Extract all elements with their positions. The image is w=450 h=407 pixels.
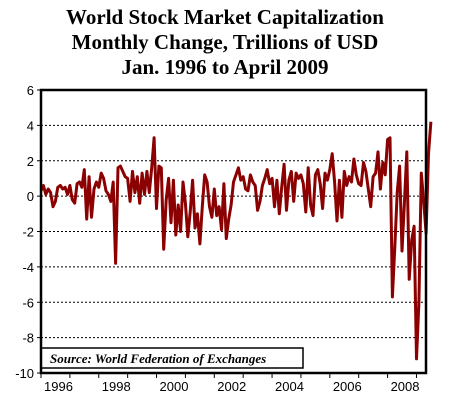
- y-tick-label: -4: [22, 260, 34, 275]
- x-tick-label: 2008: [391, 379, 420, 394]
- x-tick-label: 2002: [217, 379, 246, 394]
- y-tick-label: 0: [27, 189, 34, 204]
- y-tick-label: -8: [22, 331, 34, 346]
- x-tick-label: 1998: [102, 379, 131, 394]
- plot-frame: [39, 88, 428, 375]
- x-tick-label: 2004: [275, 379, 304, 394]
- gridlines: [41, 124, 426, 339]
- y-axis-ticks: 6 4 2 0 -2 -4 -6 -8 -10: [15, 83, 41, 381]
- x-tick-label: 2000: [160, 379, 189, 394]
- y-tick-label: -6: [22, 295, 34, 310]
- source-note: Source: World Federation of Exchanges: [50, 351, 266, 366]
- series-line: [39, 121, 433, 361]
- y-tick-label: 6: [27, 83, 34, 98]
- y-tick-label: 4: [27, 118, 34, 133]
- x-axis-ticks: 1996 1998 2000 2002 2004 2006 2008: [40, 373, 420, 394]
- y-tick-label: 2: [27, 154, 34, 169]
- y-tick-label: -10: [15, 366, 34, 381]
- y-tick-label: -2: [22, 225, 34, 240]
- x-tick-label: 2006: [333, 379, 362, 394]
- chart-title-line-3: Jan. 1996 to April 2009: [121, 55, 329, 79]
- x-tick-label: 1996: [44, 379, 73, 394]
- chart-title-line-1: World Stock Market Capitalization: [66, 5, 384, 29]
- chart-title-line-2: Monthly Change, Trillions of USD: [71, 30, 379, 54]
